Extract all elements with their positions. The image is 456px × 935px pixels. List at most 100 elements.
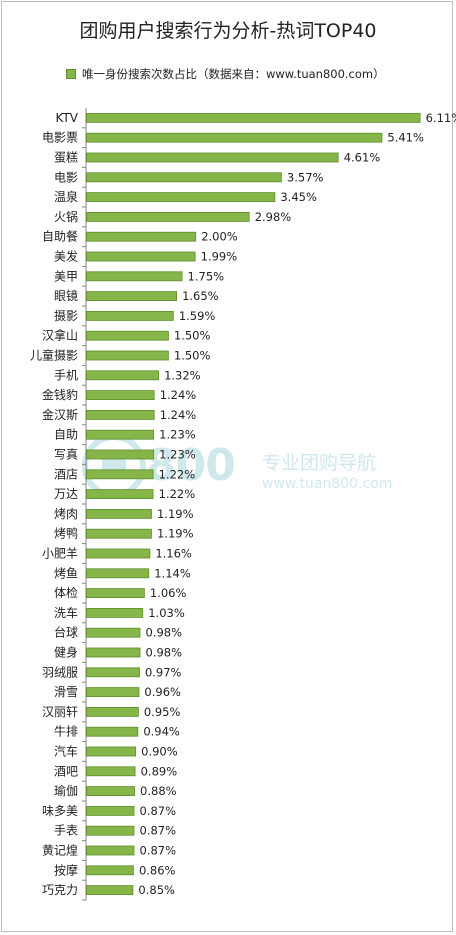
category-label: 电影票 bbox=[42, 131, 78, 145]
category-label: 巧克力 bbox=[42, 883, 78, 897]
data-label: 1.99% bbox=[201, 250, 238, 264]
data-label: 1.22% bbox=[159, 467, 196, 481]
category-label: 洗车 bbox=[54, 605, 78, 620]
category-label: 自助餐 bbox=[42, 229, 78, 244]
category-label: 台球 bbox=[54, 625, 78, 640]
bar bbox=[86, 211, 250, 222]
bar bbox=[86, 707, 139, 717]
data-label: 0.86% bbox=[139, 863, 176, 877]
data-label: 1.03% bbox=[148, 606, 185, 620]
category-label: 火锅 bbox=[54, 209, 78, 224]
data-label: 0.87% bbox=[140, 844, 177, 858]
bar bbox=[86, 310, 174, 321]
bar bbox=[86, 152, 339, 163]
data-label: 1.59% bbox=[179, 309, 216, 323]
data-label: 1.19% bbox=[157, 527, 194, 541]
data-label: 1.32% bbox=[164, 368, 201, 382]
category-label: 手机 bbox=[54, 368, 78, 382]
category-label: 体检 bbox=[54, 585, 78, 600]
category-label: 金钱豹 bbox=[42, 387, 78, 402]
watermark-brand: 800 bbox=[146, 440, 236, 491]
bar bbox=[86, 469, 154, 480]
bar bbox=[86, 766, 136, 777]
bar bbox=[86, 726, 139, 737]
category-label: 手表 bbox=[54, 824, 78, 838]
bar bbox=[86, 687, 140, 697]
data-label: 3.57% bbox=[287, 170, 324, 184]
bar bbox=[86, 429, 155, 440]
category-label: 眼镜 bbox=[54, 288, 78, 303]
bar bbox=[86, 806, 135, 816]
bar bbox=[86, 647, 141, 658]
category-label: 酒吧 bbox=[54, 764, 78, 778]
chart-legend: 唯一身份搜索次数占比（数据来自：www.tuan800.com） bbox=[66, 66, 385, 82]
category-label: 滑雪 bbox=[54, 685, 78, 699]
bar bbox=[86, 528, 152, 539]
data-label: 0.96% bbox=[144, 685, 181, 699]
bar bbox=[86, 667, 140, 678]
data-label: 0.98% bbox=[146, 626, 183, 640]
legend-swatch bbox=[66, 69, 76, 79]
data-label: 3.45% bbox=[280, 190, 317, 204]
bar bbox=[86, 251, 196, 262]
data-label: 2.00% bbox=[201, 230, 238, 244]
category-label: 自助 bbox=[54, 428, 78, 442]
category-label: 电影 bbox=[54, 170, 78, 184]
category-label: 写真 bbox=[54, 448, 78, 462]
bar bbox=[86, 390, 155, 401]
category-label: 汉丽轩 bbox=[42, 705, 78, 719]
category-label: 温泉 bbox=[54, 190, 78, 204]
category-label: 牛排 bbox=[54, 724, 78, 739]
data-label: 0.88% bbox=[140, 784, 177, 798]
data-label: 6.11% bbox=[426, 111, 456, 125]
data-label: 1.22% bbox=[159, 487, 196, 501]
bar bbox=[86, 885, 134, 895]
data-label: 1.24% bbox=[160, 408, 197, 422]
category-label: 万达 bbox=[54, 487, 78, 501]
data-label: 0.89% bbox=[141, 764, 178, 778]
bar bbox=[86, 330, 169, 341]
bar bbox=[86, 113, 421, 123]
category-label: 摄影 bbox=[54, 308, 78, 323]
bar bbox=[86, 192, 276, 203]
watermark-name: 专业团购导航 bbox=[262, 452, 377, 474]
category-label: 健身 bbox=[54, 645, 78, 660]
data-label: 1.16% bbox=[155, 547, 192, 561]
category-label: KTV bbox=[56, 111, 79, 125]
category-label: 蛋糕 bbox=[54, 151, 78, 165]
bar bbox=[86, 409, 155, 420]
category-label: 酒店 bbox=[54, 467, 78, 481]
watermark-url: www.tuan800.com bbox=[262, 476, 393, 492]
bar bbox=[86, 746, 137, 757]
bar bbox=[86, 588, 145, 598]
bar bbox=[86, 291, 177, 302]
data-label: 0.95% bbox=[144, 705, 181, 719]
category-label: 汽车 bbox=[54, 744, 78, 759]
data-label: 0.90% bbox=[141, 745, 178, 759]
data-label: 0.94% bbox=[143, 725, 180, 739]
category-label: 烤鱼 bbox=[54, 565, 78, 580]
category-label: 味多美 bbox=[42, 804, 78, 818]
bar bbox=[86, 370, 159, 381]
data-label: 1.50% bbox=[174, 349, 211, 363]
bar bbox=[86, 865, 134, 876]
data-label: 1.75% bbox=[188, 269, 225, 283]
chart-title: 团购用户搜索行为分析-热词TOP40 bbox=[79, 20, 377, 42]
data-label: 1.06% bbox=[150, 586, 187, 600]
category-label: 瑜伽 bbox=[54, 783, 78, 798]
bar bbox=[86, 845, 135, 856]
category-label: 美甲 bbox=[54, 269, 78, 283]
data-label: 0.87% bbox=[140, 804, 177, 818]
bar bbox=[86, 508, 152, 519]
data-label: 2.98% bbox=[255, 210, 292, 224]
data-label: 0.85% bbox=[138, 883, 175, 897]
bar bbox=[86, 172, 282, 183]
bar bbox=[86, 489, 154, 500]
category-label: 小肥羊 bbox=[42, 546, 78, 561]
category-label: 烤鸭 bbox=[54, 526, 78, 541]
data-label: 0.87% bbox=[140, 824, 177, 838]
legend-label: 唯一身份搜索次数占比（数据来自：www.tuan800.com） bbox=[82, 67, 385, 81]
data-label: 1.14% bbox=[154, 566, 191, 580]
bar bbox=[86, 608, 144, 618]
